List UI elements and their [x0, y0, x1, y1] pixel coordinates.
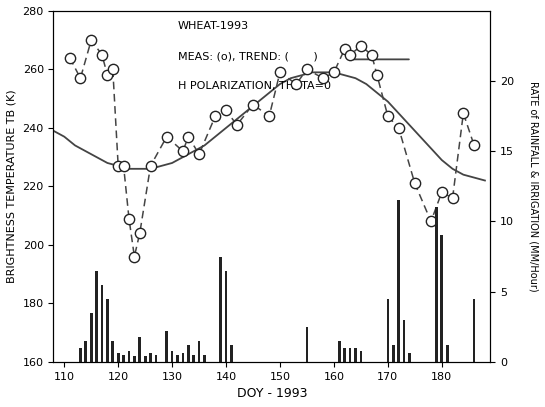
Bar	[155, 355, 158, 362]
Point	[184, 133, 193, 140]
Point	[211, 113, 220, 119]
Bar	[117, 353, 119, 362]
Bar	[338, 341, 341, 362]
Bar	[198, 341, 201, 362]
Point	[103, 72, 112, 79]
Point	[179, 148, 187, 155]
Bar	[111, 341, 114, 362]
Point	[76, 75, 85, 81]
Point	[98, 52, 106, 58]
Point	[410, 180, 419, 187]
Bar	[446, 345, 449, 362]
Bar	[440, 236, 443, 362]
X-axis label: DOY - 1993: DOY - 1993	[237, 387, 307, 400]
Point	[65, 55, 74, 61]
Bar	[128, 350, 130, 362]
Point	[427, 218, 435, 225]
Text: MEAS: (o), TREND: (       ): MEAS: (o), TREND: ( )	[178, 51, 318, 61]
Point	[87, 37, 95, 44]
Bar	[386, 299, 389, 362]
Point	[276, 69, 284, 76]
Point	[384, 113, 392, 119]
Bar	[144, 356, 147, 362]
Point	[233, 122, 241, 128]
Point	[265, 113, 274, 119]
Bar	[192, 355, 195, 362]
Point	[130, 253, 139, 260]
Point	[135, 230, 144, 236]
Point	[373, 72, 382, 79]
Bar	[84, 341, 87, 362]
Point	[125, 215, 134, 222]
Bar	[306, 327, 308, 362]
Bar	[397, 200, 400, 362]
Y-axis label: BRIGHTNESS TEMPERATURE TB (K): BRIGHTNESS TEMPERATURE TB (K)	[7, 90, 17, 283]
Point	[448, 195, 457, 201]
Point	[367, 52, 376, 58]
Bar	[343, 348, 346, 362]
Bar	[408, 353, 411, 362]
Point	[302, 66, 311, 73]
Bar	[90, 313, 93, 362]
Bar	[230, 345, 233, 362]
Text: H POLARIZATION, THETA=0: H POLARIZATION, THETA=0	[178, 81, 331, 91]
Bar	[133, 356, 136, 362]
Bar	[203, 355, 206, 362]
Bar	[176, 355, 179, 362]
Bar	[354, 348, 357, 362]
Bar	[392, 345, 395, 362]
Point	[470, 142, 479, 149]
Bar	[473, 299, 475, 362]
Bar	[149, 353, 152, 362]
Point	[292, 81, 300, 87]
Point	[195, 151, 203, 158]
Text: WHEAT-1993: WHEAT-1993	[178, 22, 249, 31]
Point	[346, 52, 354, 58]
Bar	[122, 355, 125, 362]
Bar	[187, 345, 190, 362]
Bar	[219, 256, 222, 362]
Bar	[165, 331, 168, 362]
Point	[319, 75, 328, 81]
Bar	[138, 337, 141, 362]
Bar	[360, 350, 362, 362]
Point	[330, 69, 338, 76]
Point	[356, 43, 365, 49]
Point	[438, 189, 446, 195]
Point	[249, 101, 257, 108]
Bar	[95, 271, 98, 362]
Bar	[403, 319, 405, 362]
Bar	[171, 350, 173, 362]
Point	[119, 163, 128, 169]
Point	[108, 66, 117, 73]
Bar	[101, 284, 104, 362]
Bar	[349, 348, 352, 362]
Point	[114, 163, 123, 169]
Bar	[106, 299, 109, 362]
Point	[162, 133, 171, 140]
Bar	[435, 208, 438, 362]
Bar	[181, 353, 184, 362]
Point	[146, 163, 155, 169]
Point	[459, 110, 468, 116]
Point	[394, 125, 403, 131]
Y-axis label: RATE of RAINFALL & IRRIGATION (MM/Hour): RATE of RAINFALL & IRRIGATION (MM/Hour)	[528, 81, 538, 292]
Bar	[79, 348, 82, 362]
Point	[222, 107, 231, 114]
Bar	[225, 271, 227, 362]
Point	[340, 46, 349, 52]
